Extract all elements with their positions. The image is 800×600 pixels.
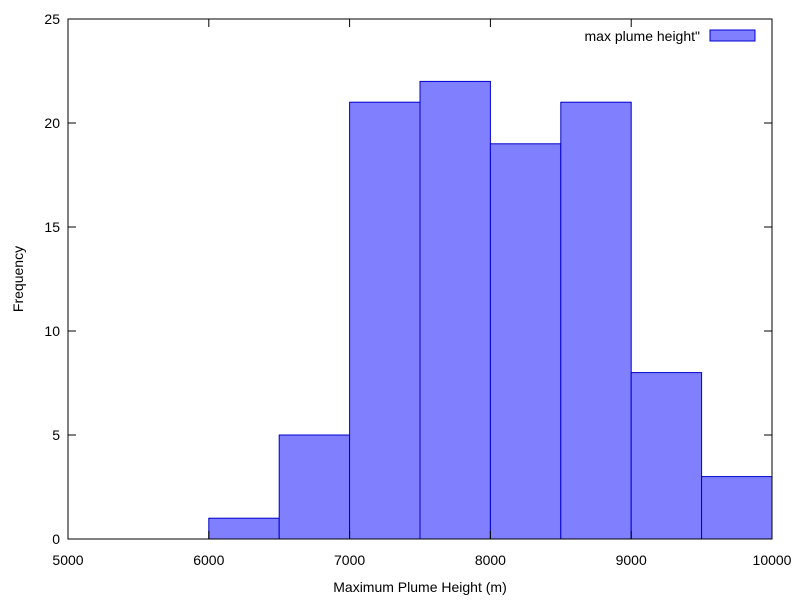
bars-layer <box>208 80 773 540</box>
tick-labels-layer: 5000 6000 7000 8000 9000 10000 0 5 10 15 20 25 <box>44 11 791 568</box>
histogram-bar-3 <box>419 80 491 540</box>
y-axis-title: Frequency <box>10 246 26 312</box>
x-axis-title: Maximum Plume Height (m) <box>333 579 506 595</box>
legend-swatch <box>709 29 756 42</box>
y-tick-label: 15 <box>44 219 60 235</box>
y-tick-label: 10 <box>44 323 60 339</box>
legend-label: max plume height" <box>585 28 701 44</box>
histogram-bar-2 <box>349 101 421 540</box>
y-tick-label: 5 <box>52 427 60 443</box>
histogram-bar-1 <box>278 434 351 540</box>
histogram-bar-7 <box>701 476 773 540</box>
x-tick-label: 10000 <box>753 552 792 568</box>
x-tick-label: 9000 <box>616 552 647 568</box>
histogram-bar-6 <box>630 372 703 540</box>
x-tick-label: 6000 <box>193 552 224 568</box>
x-tick-label: 8000 <box>475 552 506 568</box>
y-tick-label: 25 <box>44 11 60 27</box>
histogram-bar-5 <box>560 101 632 540</box>
x-tick-label: 7000 <box>334 552 365 568</box>
histogram-bar-4 <box>489 143 562 540</box>
y-tick-label: 0 <box>52 531 60 547</box>
x-tick-label: 5000 <box>52 552 83 568</box>
y-tick-label: 20 <box>44 115 60 131</box>
histogram-bar-0 <box>208 517 280 540</box>
legend: max plume height" <box>585 28 756 44</box>
plot-frame <box>67 18 773 540</box>
ticks-layer <box>67 18 773 540</box>
